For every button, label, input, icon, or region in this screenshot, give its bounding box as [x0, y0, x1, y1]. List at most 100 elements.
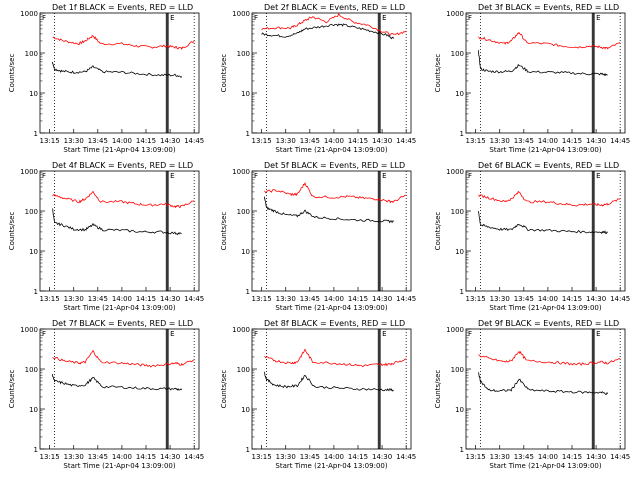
y-axis-label: Counts/sec: [220, 370, 228, 409]
x-tick-label: 13:15: [466, 137, 486, 145]
y-tick-label: 1000: [20, 168, 38, 176]
x-tick-label: 13:30: [276, 453, 296, 461]
panel-title: Det 8f BLACK = Events, RED = LLD: [264, 319, 405, 328]
x-tick-label: 14:45: [396, 295, 416, 303]
panel-title: Det 7f BLACK = Events, RED = LLD: [52, 319, 193, 328]
x-tick-label: 14:30: [372, 295, 392, 303]
x-tick-label: 13:15: [40, 137, 60, 145]
y-tick-label: 1000: [446, 326, 464, 334]
y-tick-label: 1000: [232, 326, 250, 334]
x-tick-label: 14:00: [538, 453, 558, 461]
x-tick-label: 13:15: [40, 453, 60, 461]
lld-series-line: [478, 350, 621, 366]
y-axis-label: Counts/sec: [8, 54, 16, 93]
y-tick-label: 10: [29, 90, 38, 98]
panel-3: Det 3f BLACK = Events, RED = LLD 1 10 100 10…: [434, 3, 630, 154]
x-tick-label: 13:15: [466, 453, 486, 461]
y-tick-label: 1: [34, 130, 38, 138]
plot-frame: [39, 170, 200, 292]
y-tick-label: 100: [451, 50, 464, 58]
marker-f-label: F: [42, 330, 46, 338]
lld-series-line: [264, 182, 407, 204]
x-tick-label: 14:00: [538, 137, 558, 145]
x-tick-label: 13:45: [300, 295, 320, 303]
y-tick-label: 10: [29, 406, 38, 414]
x-tick-label: 14:00: [324, 137, 344, 145]
marker-e-label: E: [596, 172, 600, 180]
y-axis-label: Counts/sec: [8, 370, 16, 409]
y-tick-label: 100: [25, 366, 38, 374]
x-tick-label: 14:30: [586, 137, 606, 145]
x-axis-label: Start Time (21-Apr-04 13:09:00): [63, 304, 175, 312]
y-tick-label: 1: [246, 446, 250, 454]
x-tick-label: 14:00: [112, 137, 132, 145]
panel-title: Det 9f BLACK = Events, RED = LLD: [478, 319, 619, 328]
x-tick-label: 14:45: [184, 137, 204, 145]
marker-e-label: E: [596, 330, 600, 338]
y-tick-label: 10: [241, 406, 250, 414]
panel-title: Det 2f BLACK = Events, RED = LLD: [264, 3, 405, 12]
x-tick-label: 14:45: [396, 453, 416, 461]
x-tick-label: 14:30: [160, 453, 180, 461]
x-tick-label: 13:30: [490, 453, 510, 461]
x-tick-label: 14:45: [610, 295, 630, 303]
events-series-line: [52, 61, 183, 79]
x-axis-label: Start Time (21-Apr-04 13:09:00): [275, 146, 387, 154]
y-tick-label: 1: [460, 130, 464, 138]
y-tick-label: 100: [237, 50, 250, 58]
x-tick-label: 14:15: [348, 453, 368, 461]
x-tick-label: 14:00: [112, 295, 132, 303]
plot-frame: [465, 12, 626, 134]
y-tick-label: 10: [455, 90, 464, 98]
y-tick-label: 10: [241, 90, 250, 98]
panel-title: Det 3f BLACK = Events, RED = LLD: [478, 3, 619, 12]
panel-4: Det 4f BLACK = Events, RED = LLD 1 10 100 10…: [8, 161, 204, 312]
x-tick-label: 13:15: [252, 137, 272, 145]
y-axis-label: Counts/sec: [220, 54, 228, 93]
x-tick-label: 13:15: [252, 295, 272, 303]
x-tick-label: 14:00: [538, 295, 558, 303]
marker-e-label: E: [596, 14, 600, 22]
x-axis-label: Start Time (21-Apr-04 13:09:00): [489, 462, 601, 470]
x-tick-label: 14:45: [184, 295, 204, 303]
y-tick-label: 10: [29, 248, 38, 256]
marker-f-label: F: [468, 14, 472, 22]
x-axis-label: Start Time (21-Apr-04 13:09:00): [489, 304, 601, 312]
marker-e-label: E: [170, 172, 174, 180]
y-tick-label: 1000: [232, 168, 250, 176]
lld-series-line: [52, 349, 195, 368]
marker-e-label: E: [382, 330, 386, 338]
events-series-line: [261, 23, 395, 40]
y-tick-label: 100: [25, 50, 38, 58]
x-tick-label: 14:15: [136, 137, 156, 145]
x-tick-label: 14:30: [372, 137, 392, 145]
y-tick-label: 10: [455, 248, 464, 256]
x-tick-label: 14:45: [610, 137, 630, 145]
plot-frame: [39, 328, 200, 450]
y-tick-label: 100: [237, 366, 250, 374]
y-tick-label: 1000: [232, 10, 250, 18]
x-tick-label: 14:15: [562, 137, 582, 145]
events-series-line: [478, 50, 608, 77]
x-tick-label: 14:15: [136, 453, 156, 461]
x-axis-label: Start Time (21-Apr-04 13:09:00): [489, 146, 601, 154]
x-tick-label: 13:30: [64, 453, 84, 461]
events-series-line: [264, 196, 394, 224]
x-tick-label: 13:30: [64, 137, 84, 145]
plot-frame: [465, 328, 626, 450]
x-tick-label: 13:30: [276, 295, 296, 303]
y-tick-label: 1000: [20, 326, 38, 334]
x-tick-label: 14:30: [160, 137, 180, 145]
panel-title: Det 6f BLACK = Events, RED = LLD: [478, 161, 619, 170]
lld-series-line: [52, 34, 195, 51]
x-tick-label: 13:30: [490, 295, 510, 303]
y-axis-label: Counts/sec: [220, 212, 228, 251]
y-tick-label: 1: [460, 288, 464, 296]
events-series-line: [264, 371, 394, 392]
x-axis-label: Start Time (21-Apr-04 13:09:00): [275, 304, 387, 312]
x-tick-label: 13:30: [64, 295, 84, 303]
x-axis-label: Start Time (21-Apr-04 13:09:00): [275, 462, 387, 470]
marker-e-label: E: [382, 14, 386, 22]
events-series-line: [52, 208, 182, 236]
